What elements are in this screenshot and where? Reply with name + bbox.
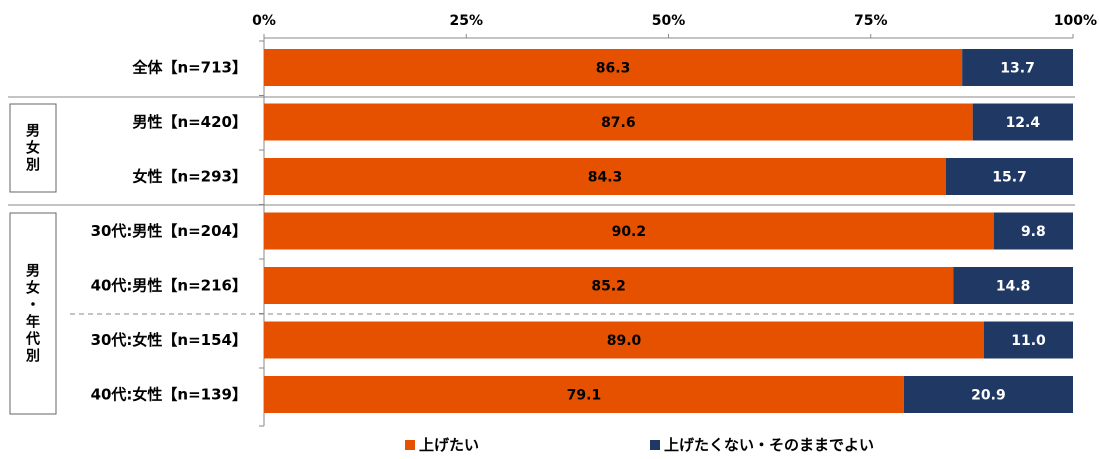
group-label-char: 年 bbox=[26, 314, 40, 331]
legend-swatch-series-2 bbox=[650, 439, 660, 450]
group-label-char: 代 bbox=[25, 331, 40, 348]
legend-item-series-1: 上げたい bbox=[405, 434, 479, 455]
group-label-char: 別 bbox=[25, 158, 40, 174]
bar-segment-1 bbox=[264, 267, 954, 304]
bar-segment-1 bbox=[264, 158, 946, 195]
bar-segment-1 bbox=[264, 49, 963, 86]
data-label-1: 85.2 bbox=[591, 279, 626, 295]
data-label-1: 79.1 bbox=[567, 388, 602, 404]
data-label-2: 11.0 bbox=[1011, 333, 1046, 349]
bar-segment-1 bbox=[264, 103, 973, 141]
category-label: 30代:女性【n=154】 bbox=[91, 331, 247, 349]
legend-label-series-1: 上げたい bbox=[419, 436, 480, 454]
x-tick-label-4: 100% bbox=[1054, 13, 1097, 29]
category-label: 40代:女性【n=139】 bbox=[91, 386, 247, 404]
data-label-2: 15.7 bbox=[992, 170, 1027, 186]
data-label-1: 86.3 bbox=[596, 61, 631, 77]
data-label-1: 87.6 bbox=[601, 115, 636, 131]
data-label-1: 90.2 bbox=[612, 224, 647, 240]
data-label-2: 20.9 bbox=[971, 388, 1006, 404]
group-label-char: ・ bbox=[26, 298, 40, 314]
x-tick-label-2: 50% bbox=[652, 13, 686, 29]
category-label: 40代:男性【n=216】 bbox=[91, 277, 247, 295]
data-label-1: 89.0 bbox=[607, 333, 642, 349]
data-label-1: 84.3 bbox=[588, 170, 623, 186]
category-label: 30代:男性【n=204】 bbox=[91, 222, 247, 240]
x-tick-label-1: 25% bbox=[449, 13, 483, 29]
group-label-char: 女 bbox=[26, 140, 40, 157]
legend-swatch-series-1 bbox=[405, 439, 415, 450]
bar-segment-1 bbox=[264, 321, 985, 359]
bar-segment-1 bbox=[264, 376, 904, 413]
data-label-2: 12.4 bbox=[1006, 115, 1041, 131]
bar-segment-2 bbox=[972, 103, 1073, 141]
bar-segment-2 bbox=[953, 267, 1073, 304]
data-label-2: 14.8 bbox=[996, 279, 1031, 295]
legend-item-series-2: 上げたくない・そのままでよい bbox=[650, 434, 874, 455]
bar-segment-2 bbox=[903, 376, 1073, 413]
group-label-char: 男 bbox=[26, 264, 40, 280]
category-label: 女性【n=293】 bbox=[132, 168, 247, 186]
bar-segment-2 bbox=[993, 212, 1073, 250]
legend-label-series-2: 上げたくない・そのままでよい bbox=[664, 436, 875, 454]
bar-segment-2 bbox=[984, 321, 1073, 359]
group-box bbox=[9, 212, 57, 415]
bar-segment-2 bbox=[945, 158, 1073, 195]
x-tick-label-0: 0% bbox=[252, 13, 276, 29]
legend: 上げたい 上げたくない・そのままでよい bbox=[0, 434, 1099, 456]
category-label: 男性【n=420】 bbox=[132, 113, 247, 131]
category-label: 全体【n=713】 bbox=[131, 59, 247, 77]
group-box bbox=[9, 103, 57, 193]
bar-segment-1 bbox=[264, 212, 994, 250]
x-tick-label-3: 75% bbox=[854, 13, 888, 29]
group-label-char: 別 bbox=[25, 349, 40, 365]
data-label-2: 9.8 bbox=[1021, 224, 1046, 240]
group-label-char: 男 bbox=[26, 124, 40, 140]
group-label-char: 女 bbox=[26, 280, 40, 297]
bar-segment-2 bbox=[962, 49, 1073, 86]
data-label-2: 13.7 bbox=[1000, 61, 1035, 77]
